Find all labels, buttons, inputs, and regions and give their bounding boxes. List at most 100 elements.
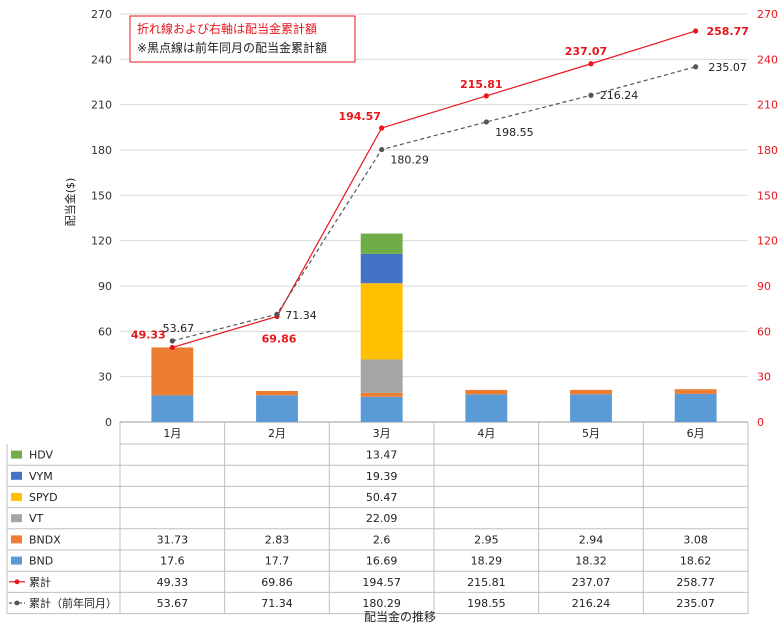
y-tick-label: 60 xyxy=(98,325,112,338)
stacked-bars xyxy=(151,233,717,422)
bar-bnd xyxy=(465,394,508,422)
legend-entry: VT xyxy=(29,512,44,525)
legend-swatch xyxy=(11,535,22,544)
cumulative-line xyxy=(172,30,696,349)
y2-tick-label: 120 xyxy=(757,235,778,248)
cumulative-point xyxy=(379,125,385,131)
table-cell: 235.07 xyxy=(676,597,715,610)
table-cell: 2.94 xyxy=(579,533,604,546)
table-cell: 194.57 xyxy=(362,576,401,589)
legend-swatch xyxy=(11,556,22,565)
prev-year-data-label: 198.55 xyxy=(495,126,534,139)
legend-entry: BND xyxy=(29,555,53,568)
legend-marker xyxy=(14,579,20,585)
bar-bndx xyxy=(570,389,612,395)
bar-bndx xyxy=(256,390,298,396)
y2-tick-label: 60 xyxy=(757,325,771,338)
y2-tick-label: 150 xyxy=(757,189,778,202)
bar-hdv xyxy=(360,233,403,254)
bar-vym xyxy=(360,253,403,284)
table-cell: 180.29 xyxy=(362,597,401,610)
cumulative-data-label: 237.07 xyxy=(565,45,607,58)
table-cell: 18.62 xyxy=(680,555,712,568)
bar-bndx xyxy=(360,392,403,397)
table-cell: 18.32 xyxy=(575,555,607,568)
legend-entry: HDV xyxy=(29,449,54,462)
y2-tick-label: 90 xyxy=(757,280,771,293)
table-cell: 2.6 xyxy=(373,533,391,546)
x-axis-caption: 配当金の推移 xyxy=(364,609,436,624)
y-tick-label: 240 xyxy=(91,53,112,66)
y2-tick-label: 0 xyxy=(757,416,764,429)
table-cell: 2.95 xyxy=(474,533,499,546)
table-cell: 49.33 xyxy=(157,576,189,589)
legend-swatch xyxy=(11,514,22,523)
y2-tick-label: 180 xyxy=(757,144,778,157)
y-tick-label: 120 xyxy=(91,235,112,248)
annotation-box: 折れ線および右軸は配当金累計額 ※黒点線は前年同月の配当金累計額 xyxy=(129,15,356,63)
table-cell: 237.07 xyxy=(572,576,611,589)
cumulative-point xyxy=(169,344,175,351)
cumulative-point xyxy=(588,61,594,67)
y2-tick-label: 270 xyxy=(757,8,778,21)
data-table: 1月 2月 3月 4月 5月 6月 HDV 13.47 VYM 19.39 SPYD 50.47 VT 2… xyxy=(6,422,749,615)
table-cell: 2.83 xyxy=(265,533,290,546)
table-cell: 215.81 xyxy=(467,576,506,589)
y-tick-label: 90 xyxy=(98,280,112,293)
prev-year-data-label: 180.29 xyxy=(390,154,429,167)
legend-entry: BNDX xyxy=(29,533,61,546)
prev-year-point xyxy=(274,311,280,317)
prev-year-point xyxy=(693,64,699,70)
legend-swatch xyxy=(11,493,22,501)
cumulative-point xyxy=(483,93,489,99)
cumulative-data-label: 69.86 xyxy=(262,332,297,345)
annotation-line1: 折れ線および右軸は配当金累計額 xyxy=(137,21,317,36)
y2-tick-label: 30 xyxy=(757,371,771,384)
prev-year-point xyxy=(588,92,594,98)
y-axis-title: 配当金($) xyxy=(63,178,77,227)
legend-entry: VYM xyxy=(29,470,53,483)
gridlines xyxy=(120,13,748,423)
cumulative-lines xyxy=(169,28,699,351)
prev-year-point xyxy=(169,338,175,344)
bar-bnd xyxy=(674,393,717,422)
prev-year-data-label: 216.24 xyxy=(600,89,639,102)
bar-bnd xyxy=(151,395,194,422)
table-cell: 17.6 xyxy=(160,555,185,568)
table-cell: 216.24 xyxy=(572,597,611,610)
category-label: 1月 xyxy=(163,427,181,440)
bar-bndx xyxy=(465,389,508,395)
table-cell: 17.7 xyxy=(265,555,290,568)
bar-bnd xyxy=(570,394,612,422)
y-tick-label: 210 xyxy=(91,99,112,112)
y-tick-label: 180 xyxy=(91,144,112,157)
annotation-line2: ※黒点線は前年同月の配当金累計額 xyxy=(137,40,327,55)
table-cell: 53.67 xyxy=(157,597,189,610)
bar-spyd xyxy=(360,283,403,360)
legend-marker xyxy=(14,600,20,606)
bar-bndx xyxy=(151,347,194,396)
legend-entry: 累計（前年同月） xyxy=(29,596,117,610)
prev-year-data-label: 71.34 xyxy=(285,309,317,322)
data-labels: 49.33 69.86 194.57 215.81 237.07 258.77 53.67 7… xyxy=(131,25,749,345)
cumulative-point xyxy=(693,28,699,34)
axes: 0 30 60 90 120 150 180 210 240 270 0 30 60 90 120 150 18… xyxy=(91,8,778,429)
table-cell: 3.08 xyxy=(683,533,708,546)
cumulative-data-label: 49.33 xyxy=(131,328,166,341)
bar-bndx xyxy=(674,389,717,394)
cumulative-data-label: 194.57 xyxy=(338,110,380,123)
table-cell: 18.29 xyxy=(471,555,503,568)
legend-entry: 累計 xyxy=(29,575,51,589)
table-cell: 19.39 xyxy=(366,470,398,483)
prev-year-point xyxy=(379,146,385,153)
y-tick-label: 150 xyxy=(91,189,112,202)
category-label: 6月 xyxy=(687,427,705,440)
category-label: 2月 xyxy=(268,427,286,440)
bar-vt xyxy=(360,359,403,393)
table-cell: 22.09 xyxy=(366,512,398,525)
legend-entry: SPYD xyxy=(29,491,58,504)
cumulative-data-label: 215.81 xyxy=(460,78,502,91)
bar-bnd xyxy=(360,396,403,422)
category-label: 3月 xyxy=(373,427,391,440)
